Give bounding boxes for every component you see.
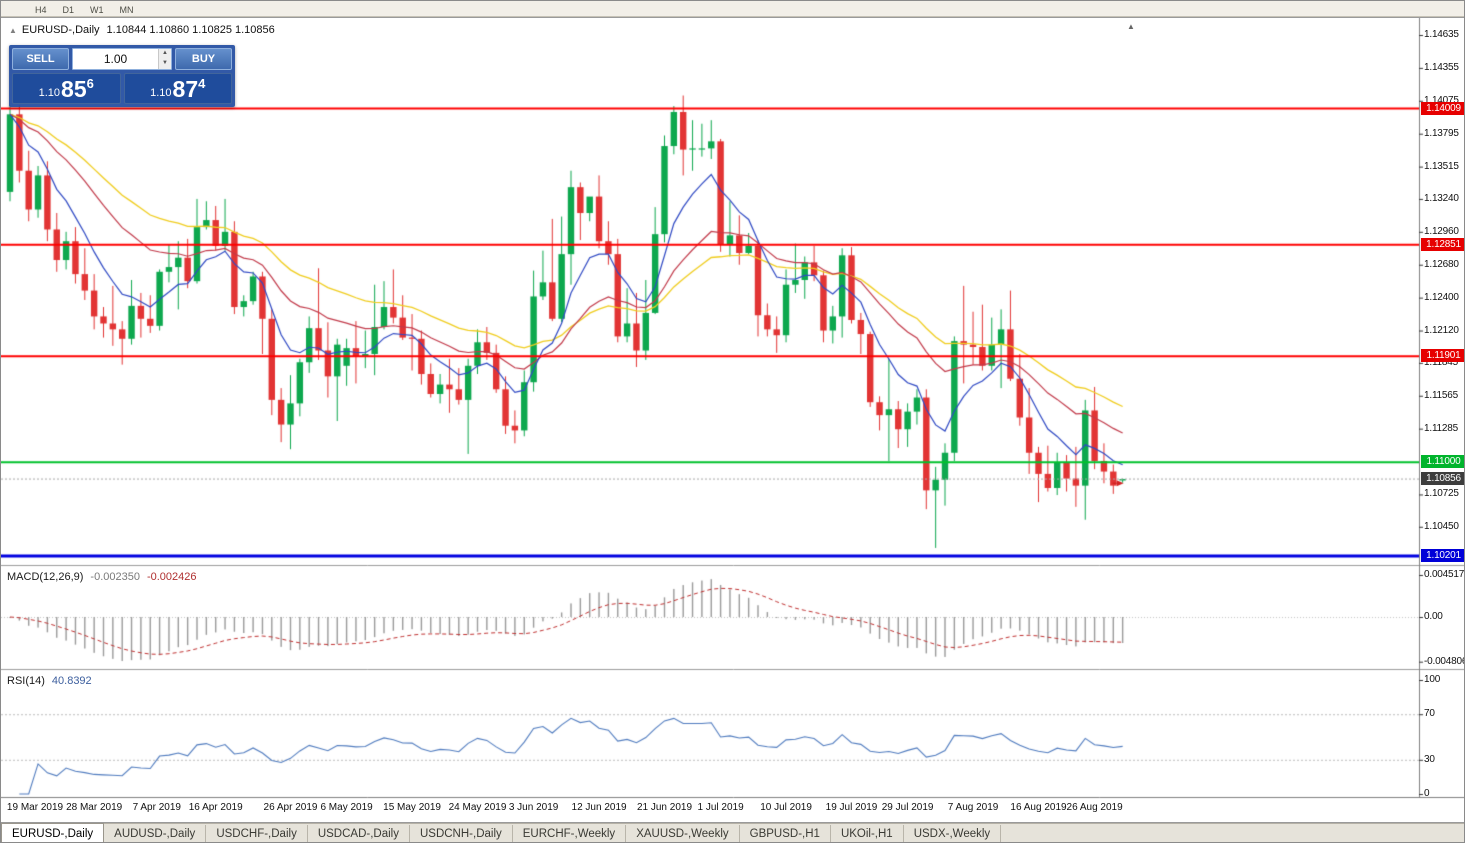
chart-tab-eurusd-daily[interactable]: EURUSD-,Daily: [1, 823, 105, 842]
chart-tab-eurchf-weekly[interactable]: EURCHF-,Weekly: [513, 825, 627, 842]
support-level-tag[interactable]: 1.10201: [1421, 549, 1464, 563]
bid-price-prefix: 1.10: [38, 87, 61, 99]
ask-price-big-digits: 87: [172, 76, 199, 102]
timeframe-button-mn[interactable]: MN: [119, 4, 134, 15]
chart-tab-gbpusd-h1[interactable]: GBPUSD-,H1: [740, 825, 831, 842]
rsi-indicator-label: RSI(14) 40.8392: [7, 675, 92, 687]
timeframe-button-h4[interactable]: H4: [35, 4, 47, 15]
timeframe-button-w1[interactable]: W1: [90, 4, 104, 15]
timeframe-button-d1[interactable]: D1: [62, 4, 75, 15]
macd-signal-value: -0.002426: [146, 571, 197, 583]
chart-ohlc-label: 1.10844 1.10860 1.10825 1.10856: [106, 24, 275, 36]
volume-input[interactable]: [73, 49, 158, 69]
resistance-level-tag[interactable]: 1.11901: [1421, 349, 1464, 363]
chart-symbol-label: EURUSD-,Daily: [21, 24, 100, 36]
volume-down-button[interactable]: ▼: [159, 59, 171, 69]
volume-stepper[interactable]: ▲ ▼: [72, 48, 172, 70]
one-click-collapse-icon[interactable]: ▲: [9, 26, 17, 35]
chart-tab-usdx-weekly[interactable]: USDX-,Weekly: [904, 825, 1002, 842]
timeframe-toolbar: H4 D1 W1 MN: [1, 1, 1464, 17]
resistance-level-tag[interactable]: 1.12851: [1421, 237, 1464, 251]
chart-tab-usdchf-daily[interactable]: USDCHF-,Daily: [206, 825, 308, 842]
volume-up-button[interactable]: ▲: [159, 49, 171, 59]
chart-tab-usdcad-daily[interactable]: USDCAD-,Daily: [308, 825, 410, 842]
macd-main-value: -0.002350: [90, 571, 140, 583]
chart-title: ▲ EURUSD-,Daily 1.10844 1.10860 1.10825 1.…: [9, 24, 275, 36]
chart-tab-bar: EURUSD-,Daily AUDUSD-,Daily USDCHF-,Daily U…: [1, 823, 1464, 842]
rsi-name: RSI(14): [7, 675, 45, 687]
ask-price-pipette: 4: [198, 76, 206, 91]
ask-price-prefix: 1.10: [150, 87, 172, 99]
buy-button[interactable]: BUY: [175, 48, 232, 70]
resistance-level-tag[interactable]: 1.14009: [1421, 101, 1464, 115]
chart-shift-marker-icon[interactable]: ▲: [1127, 22, 1135, 31]
current-price-tag: 1.10856: [1421, 472, 1464, 486]
bid-price-big-digits: 85: [61, 76, 87, 102]
chart-tab-usdcnh-daily[interactable]: USDCNH-,Daily: [410, 825, 513, 842]
chart-canvas[interactable]: [1, 18, 1464, 822]
rsi-value: 40.8392: [51, 675, 92, 687]
bid-price-pipette: 6: [86, 76, 94, 91]
chart-window: ▲ EURUSD-,Daily 1.10844 1.10860 1.10825 1.…: [1, 17, 1464, 823]
sell-button[interactable]: SELL: [12, 48, 69, 70]
chart-tab-xauusd-weekly[interactable]: XAUUSD-,Weekly: [626, 825, 740, 842]
support-level-tag[interactable]: 1.11000: [1421, 455, 1464, 469]
bid-price[interactable]: 1.10 85 6: [12, 73, 121, 104]
macd-name: MACD(12,26,9): [7, 571, 84, 583]
chart-tab-ukoil-h1[interactable]: UKOil-,H1: [831, 825, 904, 842]
ask-price[interactable]: 1.10 87 4: [123, 73, 232, 104]
macd-indicator-label: MACD(12,26,9) -0.002350 -0.002426: [7, 571, 197, 583]
chart-tab-audusd-daily[interactable]: AUDUSD-,Daily: [104, 825, 207, 842]
